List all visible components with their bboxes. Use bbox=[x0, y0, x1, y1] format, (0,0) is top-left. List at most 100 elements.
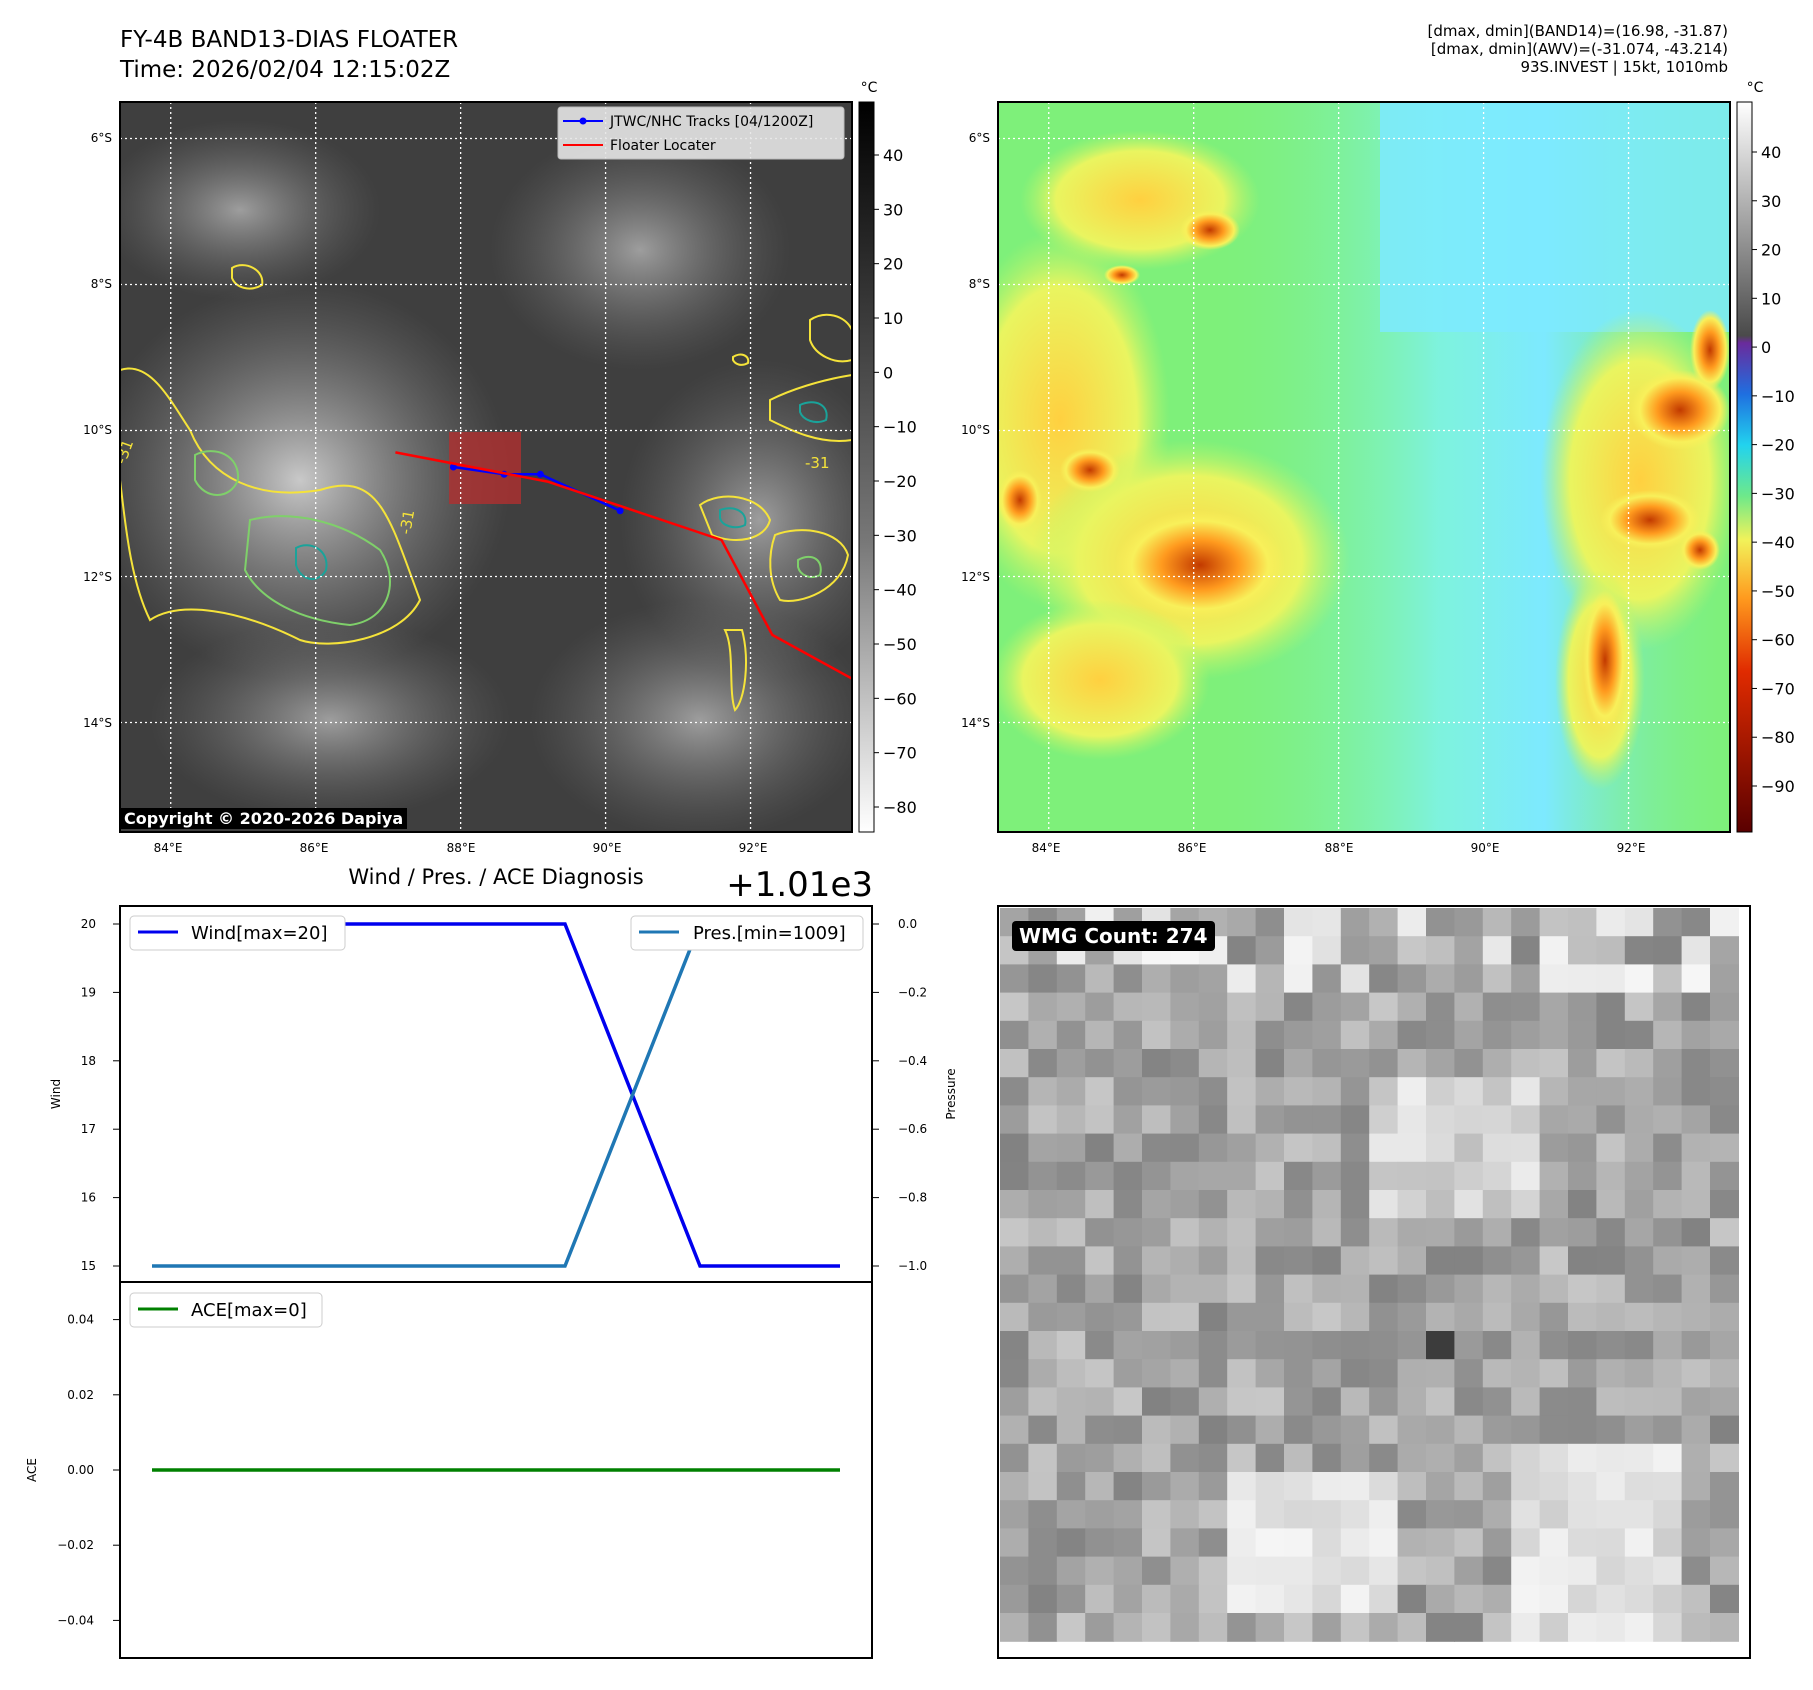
wmg-cell bbox=[1596, 1246, 1626, 1276]
wmg-cell bbox=[1482, 1190, 1512, 1219]
wmg-cell bbox=[1539, 1133, 1569, 1163]
colorbar-tick-label: 20 bbox=[1761, 241, 1781, 260]
wmg-cell bbox=[1454, 1331, 1484, 1360]
wmg-image bbox=[1000, 908, 1739, 1642]
wmg-cell bbox=[1681, 1359, 1711, 1388]
wmg-cell bbox=[1568, 908, 1597, 937]
wmg-cell bbox=[1056, 1049, 1086, 1078]
wmg-cell bbox=[1482, 936, 1512, 965]
wmg-cell bbox=[1340, 964, 1370, 994]
wmg-cell bbox=[1227, 908, 1257, 937]
wmg-cell bbox=[1227, 1161, 1257, 1191]
wmg-cell bbox=[1397, 1105, 1427, 1135]
wmg-cell bbox=[1198, 1331, 1228, 1360]
wmg-cell bbox=[1085, 1105, 1115, 1135]
wmg-cell bbox=[1312, 1302, 1342, 1332]
wmg-cell bbox=[1085, 1472, 1115, 1501]
wmg-cell bbox=[1227, 1556, 1257, 1586]
wmg-cell bbox=[1255, 1443, 1285, 1473]
wmg-cell bbox=[1710, 908, 1739, 937]
wmg-cell bbox=[1710, 1049, 1739, 1078]
ir-image: -31 -31 -31 bbox=[120, 102, 852, 832]
wmg-cell bbox=[1710, 1415, 1739, 1445]
info-line-awv: [dmax, dmin](AWV)=(-31.074, -43.214) bbox=[1430, 40, 1728, 58]
wmg-cell bbox=[1454, 1218, 1484, 1247]
wmg-cell bbox=[1653, 908, 1683, 937]
wmg-cell bbox=[1454, 1190, 1484, 1219]
wmg-cell bbox=[1710, 1584, 1739, 1614]
wmg-cell bbox=[1426, 992, 1455, 1022]
wmg-cell bbox=[1710, 964, 1739, 994]
wmg-cell bbox=[1624, 1528, 1654, 1558]
map2-lon-labels: 84°E 86°E 88°E 90°E 92°E bbox=[1032, 841, 1646, 855]
wmg-count-badge: WMG Count: 274 bbox=[1012, 921, 1215, 951]
wmg-cell bbox=[1710, 1556, 1739, 1586]
wmg-cell bbox=[1198, 1584, 1228, 1614]
wmg-cell bbox=[1113, 1246, 1143, 1276]
wmg-cell bbox=[1142, 1049, 1171, 1078]
wmg-cell bbox=[1340, 1246, 1370, 1276]
wmg-cell bbox=[1397, 1415, 1427, 1445]
wmg-cell bbox=[1653, 992, 1683, 1022]
lat-label: 14°S bbox=[83, 716, 112, 730]
wmg-cell bbox=[1142, 1246, 1171, 1276]
wmg-cell bbox=[1454, 936, 1484, 965]
wmg-cell bbox=[1539, 1105, 1569, 1135]
wmg-cell bbox=[1312, 1584, 1342, 1614]
wmg-cell bbox=[1653, 936, 1683, 965]
wmg-cell bbox=[1539, 1387, 1569, 1417]
wmg-cell bbox=[1284, 1246, 1313, 1276]
wmg-cell bbox=[1312, 1049, 1342, 1078]
wmg-cell bbox=[1028, 1161, 1058, 1191]
wmg-cell bbox=[1511, 1077, 1541, 1106]
wmg-cell bbox=[1710, 1020, 1739, 1050]
wmg-cell bbox=[1085, 1613, 1115, 1642]
wmg-cell bbox=[1142, 1161, 1171, 1191]
wmg-cell bbox=[1170, 1500, 1200, 1529]
wmg-cell bbox=[1170, 1556, 1200, 1586]
wmg-cell bbox=[1369, 1077, 1399, 1106]
colorbar-tick-label: 30 bbox=[1761, 192, 1781, 211]
wind-tick-label: 18 bbox=[81, 1054, 96, 1068]
wmg-cell bbox=[1255, 1528, 1285, 1558]
wmg-cell bbox=[1511, 1274, 1541, 1304]
wmg-cell bbox=[1312, 1077, 1342, 1106]
wmg-cell bbox=[1539, 1613, 1569, 1642]
lat-label: 12°S bbox=[961, 570, 990, 584]
lon-label: 92°E bbox=[739, 841, 768, 855]
wmg-cell bbox=[1596, 1020, 1626, 1050]
wmg-cell bbox=[1170, 1105, 1200, 1135]
wmg-cell bbox=[1056, 1246, 1086, 1276]
wmg-cell bbox=[1653, 1387, 1683, 1417]
wmg-cell bbox=[1142, 1190, 1171, 1219]
wmg-cell bbox=[1198, 1443, 1228, 1473]
wmg-cell bbox=[1710, 1472, 1739, 1501]
wmg-cell bbox=[1227, 1274, 1257, 1304]
wmg-cell bbox=[1596, 1415, 1626, 1445]
wmg-cell bbox=[1284, 1359, 1313, 1388]
wmg-cell bbox=[1482, 1613, 1512, 1642]
pressure-tick-label: −0.4 bbox=[898, 1054, 927, 1068]
colorbar-tick-label: 30 bbox=[883, 200, 903, 219]
wmg-cell bbox=[1170, 1077, 1200, 1106]
wmg-cell bbox=[1284, 1020, 1313, 1050]
wmg-cell bbox=[1710, 1190, 1739, 1219]
wmg-cell bbox=[1255, 1133, 1285, 1163]
colorbar-tick-label: −20 bbox=[1761, 436, 1795, 455]
wmg-cell bbox=[1482, 908, 1512, 937]
wmg-cell bbox=[1426, 1161, 1455, 1191]
wmg-cell bbox=[1142, 1415, 1171, 1445]
wmg-cell bbox=[1511, 1500, 1541, 1529]
wmg-cell bbox=[1539, 964, 1569, 994]
wmg-cell bbox=[1056, 1190, 1086, 1219]
wmg-cell bbox=[1454, 1133, 1484, 1163]
wmg-cell bbox=[1170, 1443, 1200, 1473]
wmg-cell bbox=[1000, 1218, 1029, 1247]
wmg-cell bbox=[1028, 992, 1058, 1022]
wmg-cell bbox=[1113, 1387, 1143, 1417]
wmg-cell bbox=[1681, 1472, 1711, 1501]
wmg-cell bbox=[1255, 1218, 1285, 1247]
colorbar-tick-label: −70 bbox=[883, 744, 917, 763]
wmg-cell bbox=[1482, 1556, 1512, 1586]
wmg-cell bbox=[1113, 1556, 1143, 1586]
